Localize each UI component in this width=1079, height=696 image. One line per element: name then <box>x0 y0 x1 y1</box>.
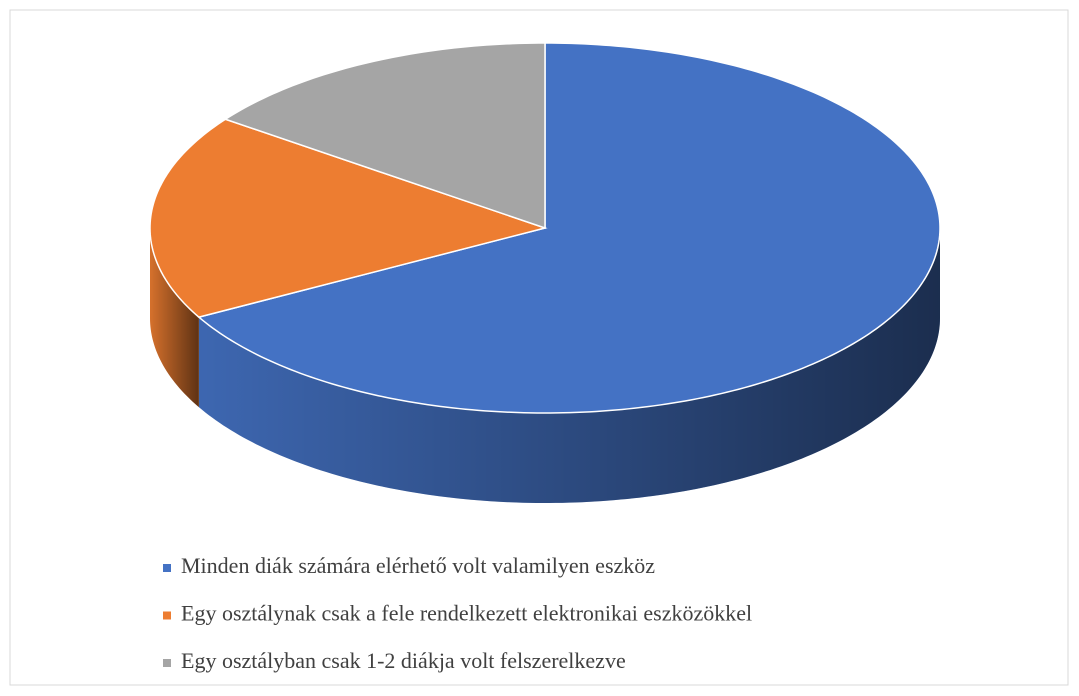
legend-label: Minden diák számára elérhető volt valami… <box>181 553 655 578</box>
slice <box>223 42 546 230</box>
pie <box>149 42 941 503</box>
legend-swatch <box>163 564 171 572</box>
legend-label: Egy osztályban csak 1-2 diákja volt fels… <box>181 648 626 673</box>
legend-swatch <box>163 611 171 620</box>
slice <box>197 42 941 414</box>
slice <box>149 118 548 318</box>
slice-side-shade <box>150 228 199 408</box>
slice-side-shade <box>198 228 940 503</box>
legend-swatch <box>163 659 171 667</box>
legend: Minden diák számára elérhető volt valami… <box>163 553 752 673</box>
legend-label: Egy osztálynak csak a fele rendelkezett … <box>181 601 752 626</box>
